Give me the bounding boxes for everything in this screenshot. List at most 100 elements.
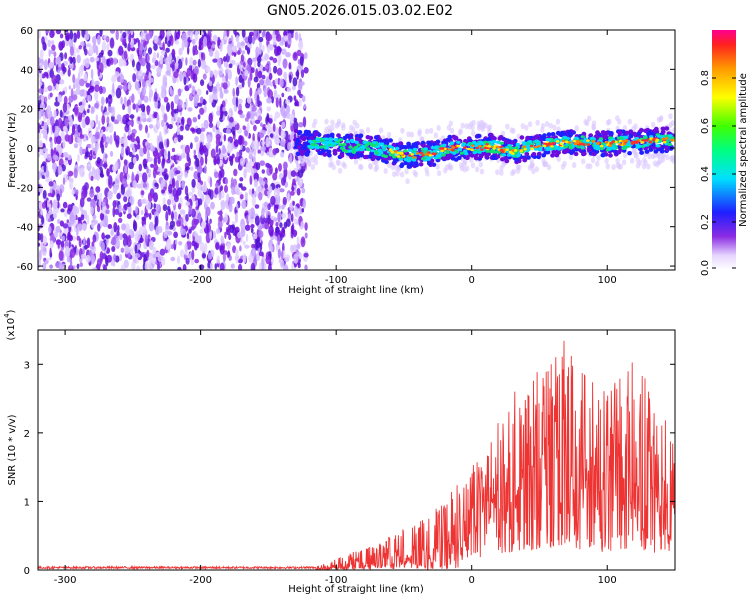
noise-blob bbox=[173, 211, 178, 220]
noise-blob bbox=[210, 201, 215, 210]
noise-blob bbox=[285, 218, 291, 227]
noise-blob bbox=[50, 116, 55, 126]
noise-blob bbox=[96, 258, 102, 268]
ridge-halo bbox=[665, 154, 670, 161]
noise-blob bbox=[239, 194, 244, 200]
noise-blob bbox=[290, 190, 295, 196]
ridge-band bbox=[591, 151, 597, 157]
noise-blob bbox=[267, 203, 271, 211]
ridge-halo bbox=[337, 167, 343, 174]
noise-blob bbox=[219, 262, 225, 270]
ridge-band bbox=[349, 153, 355, 158]
noise-blob bbox=[228, 203, 233, 213]
ridge-mid bbox=[580, 135, 585, 139]
noise-blob bbox=[138, 163, 143, 172]
noise-blob bbox=[168, 53, 173, 62]
ridge-halo bbox=[633, 123, 638, 130]
noise-blob bbox=[285, 52, 291, 58]
noise-blob bbox=[101, 41, 107, 52]
ridge-core bbox=[561, 139, 566, 143]
noise-blob bbox=[228, 233, 232, 241]
ridge-core bbox=[480, 148, 484, 151]
noise-blob bbox=[222, 82, 228, 90]
ridge-core bbox=[559, 142, 564, 146]
ridge-mid bbox=[463, 149, 468, 153]
noise-blob bbox=[281, 37, 284, 45]
ridge-mid bbox=[403, 149, 408, 153]
ridge-mid bbox=[552, 145, 558, 149]
ridge-band bbox=[339, 153, 345, 158]
ridge-halo bbox=[433, 132, 438, 139]
noise-blob bbox=[81, 190, 86, 201]
noise-blob bbox=[211, 93, 217, 100]
noise-blob bbox=[143, 212, 150, 218]
noise-blob bbox=[75, 189, 79, 196]
noise-blob bbox=[78, 45, 82, 50]
ridge-halo bbox=[478, 161, 483, 168]
noise-blob bbox=[199, 107, 205, 115]
noise-blob bbox=[136, 143, 141, 150]
ridge-band bbox=[445, 137, 451, 143]
noise-blob bbox=[216, 110, 221, 116]
noise-blob bbox=[44, 43, 47, 51]
noise-blob bbox=[50, 49, 54, 55]
ridge-halo bbox=[529, 158, 534, 165]
ridge-band bbox=[399, 144, 405, 150]
ridge-core bbox=[655, 138, 660, 142]
noise-blob bbox=[157, 156, 161, 165]
noise-blob bbox=[91, 222, 95, 229]
noise-blob bbox=[41, 94, 44, 105]
noise-blob bbox=[120, 184, 125, 195]
ridge-core bbox=[530, 147, 534, 150]
noise-blob bbox=[237, 50, 241, 56]
noise-blob bbox=[52, 212, 57, 219]
noise-blob bbox=[99, 212, 105, 221]
ridge-mid bbox=[526, 145, 531, 149]
ridge-mid bbox=[506, 153, 512, 157]
noise-blob bbox=[101, 232, 105, 240]
noise-blob bbox=[145, 124, 148, 134]
noise-blob bbox=[48, 62, 54, 69]
ridge-band bbox=[550, 153, 555, 158]
spectrogram-x-tick-label: 100 bbox=[598, 275, 617, 286]
noise-blob bbox=[120, 96, 123, 105]
noise-blob bbox=[228, 155, 234, 162]
noise-blob bbox=[110, 30, 115, 34]
noise-blob bbox=[111, 75, 117, 83]
snr-x-tick-label: -300 bbox=[54, 575, 77, 586]
ridge-mid bbox=[407, 148, 413, 152]
noise-blob bbox=[94, 146, 98, 155]
noise-blob bbox=[231, 126, 236, 135]
ridge-halo bbox=[471, 119, 476, 126]
noise-blob bbox=[86, 237, 91, 249]
noise-blob bbox=[134, 81, 140, 91]
ridge-halo bbox=[460, 122, 465, 129]
noise-blob bbox=[142, 224, 147, 234]
noise-blob bbox=[196, 182, 201, 190]
noise-blob bbox=[200, 59, 207, 70]
ridge-mid bbox=[348, 145, 353, 149]
ridge-mid bbox=[526, 148, 531, 152]
noise-blob bbox=[217, 220, 223, 229]
noise-blob bbox=[191, 249, 195, 260]
noise-blob bbox=[128, 151, 133, 157]
ridge-band bbox=[514, 157, 519, 162]
ridge-band bbox=[295, 151, 301, 156]
ridge-halo bbox=[457, 129, 463, 136]
noise-blob bbox=[69, 180, 73, 191]
ridge-halo bbox=[404, 168, 409, 175]
ridge-band bbox=[644, 149, 650, 154]
noise-blob bbox=[94, 80, 100, 87]
ridge-core bbox=[499, 148, 504, 152]
noise-blob bbox=[269, 245, 273, 253]
noise-blob bbox=[142, 172, 148, 183]
noise-blob bbox=[209, 262, 213, 270]
spectrogram-marks bbox=[38, 30, 675, 270]
noise-blob bbox=[154, 215, 159, 227]
ridge-halo bbox=[405, 178, 410, 185]
noise-blob bbox=[226, 128, 231, 134]
noise-blob bbox=[177, 266, 182, 270]
noise-blob bbox=[261, 74, 266, 80]
noise-blob bbox=[96, 186, 100, 191]
noise-blob bbox=[91, 36, 97, 45]
